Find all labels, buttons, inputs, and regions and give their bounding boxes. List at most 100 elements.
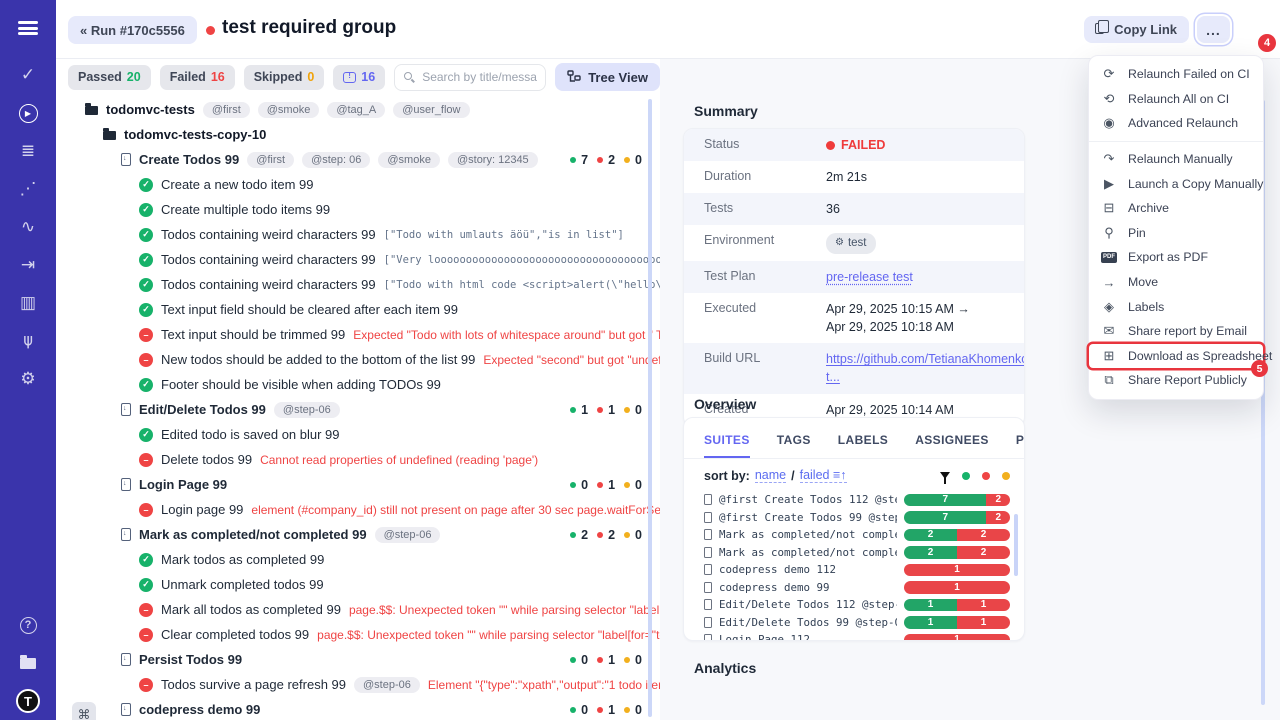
menu-item-download-spreadsheet[interactable]: ⊞ Download as Spreadsheet 5 xyxy=(1089,344,1272,378)
runs-icon[interactable]: ▶ xyxy=(0,94,56,132)
tab-priority[interactable]: PRIORITY xyxy=(1015,433,1025,447)
settings-icon[interactable]: ⚙ xyxy=(20,369,36,388)
menu-item-relaunch-failed-ci[interactable]: ⟳ Relaunch Failed on CI xyxy=(1089,62,1263,87)
environment-chip[interactable]: ⚙ test xyxy=(826,233,876,254)
failed-legend-dot[interactable] xyxy=(982,471,990,480)
filter-funnel-icon[interactable] xyxy=(940,472,950,484)
tree-test-row[interactable]: ✓ Edited todo is saved on blur 99 xyxy=(56,422,660,447)
search-input[interactable] xyxy=(395,64,546,90)
tree-test-row[interactable]: – New todos should be added to the bottom… xyxy=(56,347,660,372)
overview-suite-row[interactable]: @first Create Todos 112 @ste… 7 2 xyxy=(704,491,1010,509)
build-url-link[interactable]: https://github.com/TetianaKhomenko/Load-… xyxy=(826,352,1024,385)
tab-tags[interactable]: TAGS xyxy=(776,433,811,447)
tree-folder-row[interactable]: todomvc-tests @first @smoke @tag_A @user_flo… xyxy=(56,97,660,122)
analytics-icon[interactable]: ▥ xyxy=(19,293,37,312)
help-icon[interactable]: ? xyxy=(0,606,56,644)
tree-suite-row[interactable]: Persist Todos 99 010 xyxy=(56,647,660,672)
menu-item-relaunch-manually[interactable]: ↷ Relaunch Manually xyxy=(1089,147,1263,172)
overview-suite-row[interactable]: Login Page 112 1 xyxy=(704,631,1010,640)
passed-legend-dot[interactable] xyxy=(962,471,970,480)
tag-chip[interactable]: @user_flow xyxy=(393,101,470,118)
keyboard-shortcuts-button[interactable]: ⌘ xyxy=(72,702,96,720)
sort-by-name-link[interactable]: name xyxy=(754,468,787,483)
filter-chip-comments[interactable]: 16 xyxy=(333,64,386,90)
overview-scrollbar[interactable] xyxy=(1014,514,1018,576)
overview-suite-row[interactable]: Mark as completed/not comple… 2 2 xyxy=(704,526,1010,544)
check-icon[interactable]: ✓ xyxy=(20,65,36,84)
filter-chip-failed[interactable]: Failed 16 xyxy=(159,64,235,90)
tag-chip[interactable]: @step-06 xyxy=(354,676,420,693)
tree-suite-row[interactable]: Login Page 99 010 xyxy=(56,472,660,497)
overview-suite-row[interactable]: codepress demo 112 1 xyxy=(704,561,1010,579)
tree-test-row[interactable]: ✓ Create multiple todo items 99 xyxy=(56,197,660,222)
tree-scrollbar[interactable] xyxy=(648,99,652,717)
tree-test-row[interactable]: – Login page 99 element (#company_id) stil… xyxy=(56,497,660,522)
tag-chip[interactable]: @first xyxy=(247,151,295,168)
copy-link-button[interactable]: Copy Link xyxy=(1084,16,1189,43)
tag-chip[interactable]: @step-06 xyxy=(273,401,340,418)
overview-suite-row[interactable]: codepress demo 99 1 xyxy=(704,579,1010,597)
tree-test-row[interactable]: – Delete todos 99 Cannot read properties o… xyxy=(56,447,660,472)
logo[interactable]: T xyxy=(0,682,56,720)
tree-test-row[interactable]: ✓ Todos containing weird characters 99 ["V… xyxy=(56,247,660,272)
tree-test-row[interactable]: ✓ Todos containing weird characters 99 ["T… xyxy=(56,222,660,247)
tag-chip[interactable]: @step: 06 xyxy=(302,151,371,168)
tree-test-row[interactable]: ✓ Create a new todo item 99 xyxy=(56,172,660,197)
tree-suite-row[interactable]: Create Todos 99 @first @step: 06 @smoke @sto… xyxy=(56,147,660,172)
tag-chip[interactable]: @tag_A xyxy=(327,101,386,118)
sort-by-failed-link[interactable]: failed ≡↑ xyxy=(799,468,847,483)
tag-chip[interactable]: @step-06 xyxy=(374,526,441,543)
menu-item-share-publicly[interactable]: ⧉ Share Report Publicly xyxy=(1089,368,1263,393)
tag-chip[interactable]: @first xyxy=(202,101,250,118)
overview-suite-row[interactable]: Edit/Delete Todos 99 @step-06 1 1 xyxy=(704,614,1010,632)
branches-icon[interactable]: ⋔ xyxy=(20,332,36,351)
filter-chip-skipped[interactable]: Skipped 0 xyxy=(243,64,325,90)
menu-item-pin[interactable]: ⚲ Pin xyxy=(1089,221,1263,246)
tree-test-row[interactable]: – Todos survive a page refresh 99 @step-06… xyxy=(56,672,660,697)
menu-item-share-email[interactable]: ✉ Share report by Email xyxy=(1089,319,1263,344)
tag-chip[interactable]: @smoke xyxy=(378,151,440,168)
pulse-icon[interactable]: ∿ xyxy=(20,217,36,236)
projects-icon[interactable] xyxy=(0,644,56,682)
tab-labels[interactable]: LABELS xyxy=(837,433,889,447)
tree-view-button[interactable]: Tree View xyxy=(555,63,660,91)
filter-chip-passed[interactable]: Passed 20 xyxy=(68,64,151,90)
tree-test-row[interactable]: – Mark all todos as completed 99 page.$$: … xyxy=(56,597,660,622)
back-to-run-button[interactable]: « Run #170c5556 xyxy=(68,16,197,44)
import-icon[interactable]: ⇥ xyxy=(20,255,36,274)
tree-test-row[interactable]: – Text input should be trimmed 99 Expected… xyxy=(56,322,660,347)
overview-suite-row[interactable]: @first Create Todos 99 @step… 7 2 xyxy=(704,509,1010,527)
menu-item-move[interactable]: → Move xyxy=(1102,274,1159,290)
tree-test-row[interactable]: ✓ Footer should be visible when adding TO… xyxy=(56,372,660,397)
tab-assignees[interactable]: ASSIGNEES xyxy=(915,433,989,447)
test-plans-icon[interactable]: ≣ xyxy=(20,141,36,160)
overview-suite-row[interactable]: Edit/Delete Todos 112 @step-… 1 1 xyxy=(704,596,1010,614)
menu-item-relaunch-all-ci[interactable]: ⟲ Relaunch All on CI xyxy=(1089,87,1263,112)
menu-item-launch-copy-manually[interactable]: ▶ Launch a Copy Manually xyxy=(1089,171,1263,196)
tag-chip[interactable]: @smoke xyxy=(257,101,320,118)
overview-suite-row[interactable]: Mark as completed/not comple… 2 2 xyxy=(704,544,1010,562)
menu-item-advanced-relaunch[interactable]: ◉ Advanced Relaunch xyxy=(1089,111,1263,136)
tree-suite-row[interactable]: Edit/Delete Todos 99 @step-06 110 xyxy=(56,397,660,422)
tree-test-row[interactable]: ✓ Unmark completed todos 99 xyxy=(56,572,660,597)
tree-test-row[interactable]: ✓ Todos containing weird characters 99 ["T… xyxy=(56,272,660,297)
menu-item-export-pdf[interactable]: PDF Export as PDF xyxy=(1101,250,1208,265)
summary-row-tests: Tests 36 xyxy=(684,193,1024,226)
test-plan-link[interactable]: pre-release test xyxy=(826,269,913,284)
tree-test-row[interactable]: ✓ Mark todos as completed 99 xyxy=(56,547,660,572)
menu-item-archive[interactable]: ⊟ Archive xyxy=(1089,196,1263,221)
menu-item-labels[interactable]: ◈ Labels xyxy=(1089,294,1263,319)
page-scrollbar[interactable] xyxy=(1261,100,1265,705)
tab-suites[interactable]: SUITES xyxy=(704,433,750,458)
more-actions-button[interactable]: ... xyxy=(1197,16,1230,43)
steps-icon[interactable]: ⋰ xyxy=(19,179,37,198)
tree-suite-row[interactable]: Mark as completed/not completed 99 @step-… xyxy=(56,522,660,547)
suite-file-icon xyxy=(704,529,712,541)
tree-test-row[interactable]: – Clear completed todos 99 page.$$: Unexpe… xyxy=(56,622,660,647)
tag-chip[interactable]: @story: 12345 xyxy=(447,151,538,168)
tree-folder-row[interactable]: todomvc-tests-copy-10 xyxy=(56,122,660,147)
tree-test-row[interactable]: ✓ Text input field should be cleared afte… xyxy=(56,297,660,322)
skipped-legend-dot[interactable] xyxy=(1002,471,1010,480)
menu-icon[interactable] xyxy=(0,0,56,56)
tree-suite-row[interactable]: codepress demo 99 010 xyxy=(56,697,660,720)
